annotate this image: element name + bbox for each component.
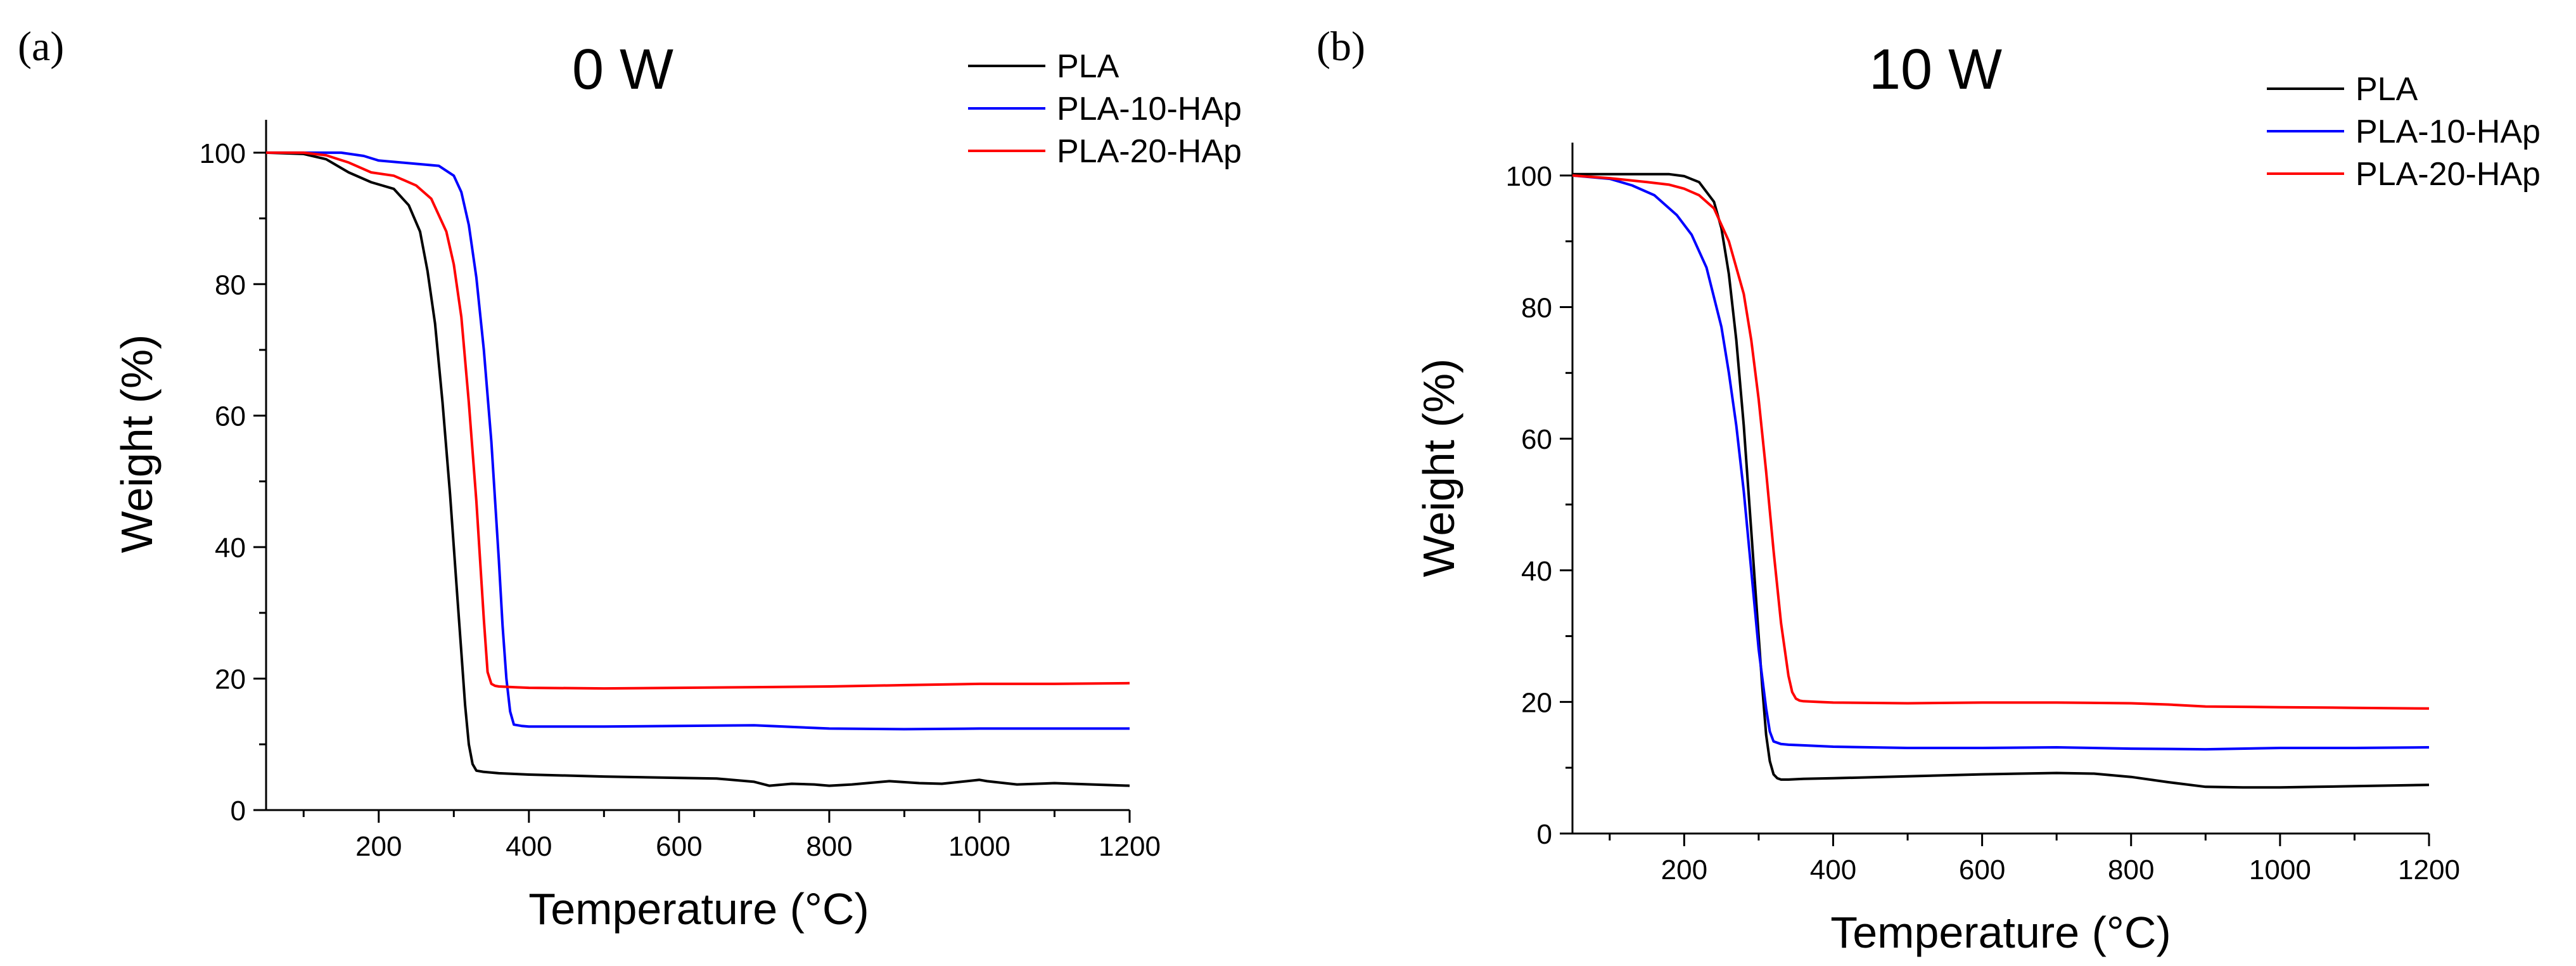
x-axis-label: Temperature (°C) — [1830, 908, 2171, 957]
chart-panel-b: (b) 10 W Temperature (°C) Weight (%) 200… — [1317, 23, 2541, 957]
x-tick-label: 600 — [1959, 854, 2005, 886]
panel-label: (a) — [18, 23, 64, 70]
x-tick-label: 600 — [656, 831, 702, 862]
legend-label: PLA-10-HAp — [1057, 91, 1242, 127]
chart-title: 0 W — [572, 38, 673, 101]
series-line-pla — [265, 151, 1130, 787]
y-tick-label: 40 — [215, 532, 246, 564]
y-tick-label: 80 — [1521, 293, 1552, 324]
series-line-pla-10-hap — [266, 151, 1130, 731]
x-tick-label: 200 — [1661, 854, 1707, 886]
chart-title: 10 W — [1869, 38, 2002, 101]
x-tick-label: 400 — [506, 831, 552, 862]
x-tick-label: 800 — [806, 831, 852, 862]
y-tick-label: 100 — [1506, 161, 1552, 192]
x-tick-label: 400 — [1810, 854, 1856, 886]
series-line-pla-10-hap — [1572, 174, 2430, 751]
legend-label: PLA — [2356, 71, 2418, 108]
y-tick-label: 0 — [231, 795, 246, 827]
x-tick-label: 1200 — [2398, 854, 2460, 886]
y-tick-label: 60 — [1521, 424, 1552, 455]
y-tick-label: 20 — [1521, 687, 1552, 718]
x-tick-label: 800 — [2108, 854, 2154, 886]
legend-label: PLA — [1057, 48, 1119, 85]
legend-label: PLA-20-HAp — [1057, 133, 1242, 170]
series-line-pla — [1572, 172, 2430, 789]
y-tick-label: 80 — [215, 269, 246, 300]
x-tick-label: 1200 — [1099, 831, 1161, 862]
series-line-pla-20-hap — [266, 151, 1130, 690]
y-axis-label: Weight (%) — [112, 335, 162, 553]
x-tick-label: 1000 — [2249, 854, 2311, 886]
panel-label: (b) — [1317, 23, 1365, 70]
legend-label: PLA-20-HAp — [2356, 156, 2541, 193]
chart-panel-a: (a) 0 W Temperature (°C) Weight (%) 200 4… — [18, 23, 1242, 934]
series-line-pla-20-hap — [1572, 174, 2430, 710]
y-axis-label: Weight (%) — [1414, 359, 1463, 577]
legend-label: PLA-10-HAp — [2356, 113, 2541, 150]
x-axis-label: Temperature (°C) — [528, 884, 869, 934]
y-tick-label: 0 — [1537, 819, 1552, 850]
y-tick-label: 40 — [1521, 556, 1552, 587]
x-tick-label: 1000 — [948, 831, 1011, 862]
y-tick-label: 100 — [200, 138, 246, 169]
y-tick-label: 60 — [215, 401, 246, 432]
y-tick-label: 20 — [215, 664, 246, 695]
x-tick-label: 200 — [355, 831, 402, 862]
